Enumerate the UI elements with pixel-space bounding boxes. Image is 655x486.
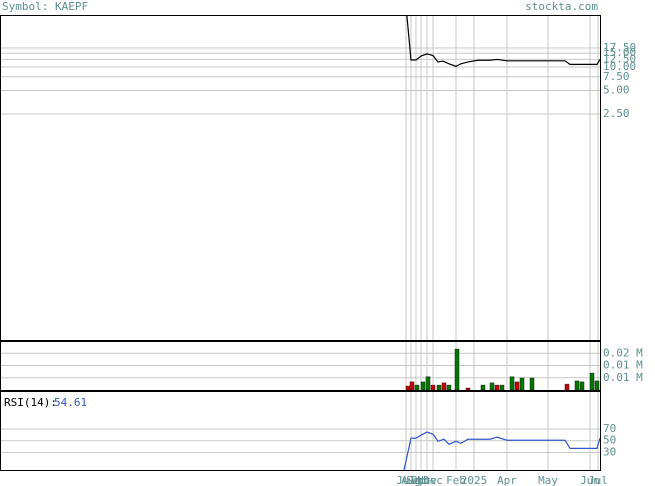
clip-group xyxy=(403,431,601,471)
x-tick-label: Feb xyxy=(446,474,466,486)
x-tick-label: Dec xyxy=(423,474,443,486)
volume-bar xyxy=(589,372,595,391)
x-tick-label: Sep xyxy=(406,474,426,486)
volume-bar xyxy=(480,384,486,391)
volume-bar xyxy=(420,381,426,391)
x-tick-label: Jul xyxy=(588,474,608,486)
volume-bar xyxy=(405,385,411,391)
x-tick-label: Apr xyxy=(497,474,517,486)
x-tick-label: Jun xyxy=(580,474,600,486)
volume-bar xyxy=(499,384,505,391)
volume-bar xyxy=(409,381,415,391)
volume-bar xyxy=(519,377,525,391)
volume-bar xyxy=(414,384,420,391)
y-tick-label: 5.00 xyxy=(603,84,630,97)
volume-bar xyxy=(425,376,431,391)
y-tick-label: 12.50 xyxy=(603,52,636,65)
y-tick-label: 2.50 xyxy=(603,107,630,120)
site: stockta.com xyxy=(525,0,598,13)
x-tick-label: Jul xyxy=(396,474,416,486)
rsi-value: 54.61 xyxy=(54,396,87,409)
y-tick-label: 10.00 xyxy=(603,60,636,73)
volume-bar xyxy=(494,384,500,391)
y-tick-label: 0.02 M xyxy=(603,346,643,359)
line xyxy=(406,15,601,67)
y-tick-label: 30 xyxy=(603,445,616,458)
y-tick-label: 50 xyxy=(603,434,616,447)
y-tick-label: 0.01 M xyxy=(603,371,643,384)
x-tick-label: 2025 xyxy=(461,474,488,486)
volume-bar xyxy=(514,381,520,391)
y-tick-label: 70 xyxy=(603,422,616,435)
volume-bar xyxy=(489,382,495,391)
volume-bar xyxy=(529,377,535,391)
y-tick-label: 7.50 xyxy=(603,70,630,83)
y-tick-label: 0.01 M xyxy=(603,359,643,372)
x-tick-label: Nov xyxy=(417,474,437,486)
volume-bar xyxy=(465,387,471,391)
y-tick-label: 17.50 xyxy=(603,41,636,54)
clip-group xyxy=(406,15,601,67)
volume-bar xyxy=(446,384,452,391)
volume-bar xyxy=(564,383,570,391)
y-tick-label: 15.00 xyxy=(603,46,636,59)
panel-frame xyxy=(0,391,601,471)
volume-bar xyxy=(436,384,442,391)
volume-bar xyxy=(579,381,585,391)
x-tick-label: May xyxy=(538,474,558,486)
line xyxy=(403,431,601,471)
volume-bar xyxy=(509,376,515,391)
panel-frame xyxy=(0,341,601,391)
symbol: Symbol: KAEPF xyxy=(2,0,88,13)
panel-frame xyxy=(0,15,601,341)
volume-bar xyxy=(574,380,580,391)
x-tick-label: Aug xyxy=(401,474,421,486)
volume-bar xyxy=(441,382,447,391)
x-tick-label: Oct xyxy=(411,474,431,486)
volume-bar xyxy=(594,380,600,391)
volume-bar xyxy=(430,384,436,391)
rsi-title: RSI(14): xyxy=(4,396,57,409)
volume-bar xyxy=(454,348,460,391)
